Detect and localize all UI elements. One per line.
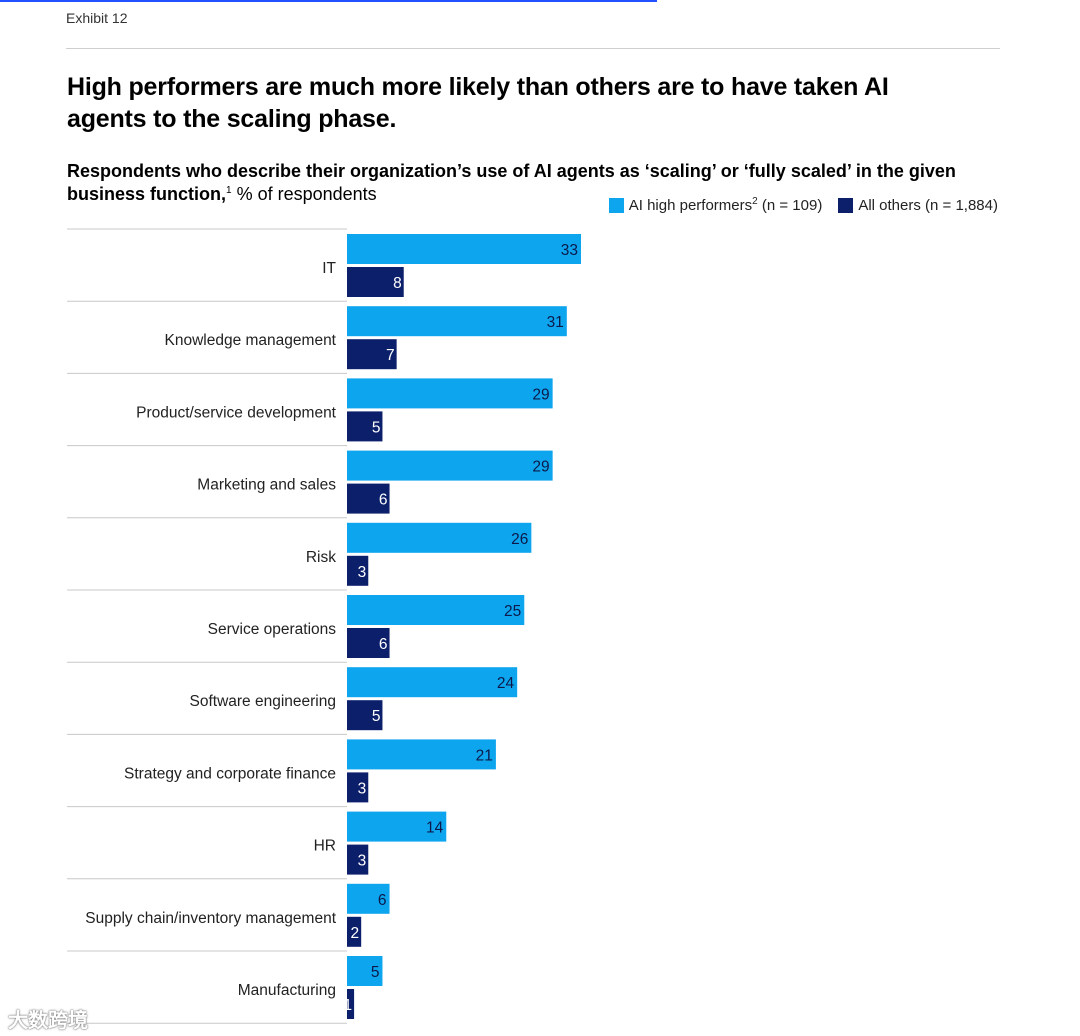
bar-high-performers-risk [347, 522, 532, 553]
watermark: 大数跨境 [8, 1010, 88, 1032]
category-label-knowledge-management: Knowledge management [165, 332, 337, 349]
category-label-supply-chain-inventory-management: Supply chain/inventory management [85, 910, 336, 927]
value-label-high-performers-manufacturing: 5 [371, 964, 380, 981]
bar-all-others-strategy-and-corporate-finance [347, 772, 369, 803]
bar-high-performers-software-engineering [347, 667, 518, 698]
bar-all-others-manufacturing [347, 989, 355, 1019]
bar-high-performers-knowledge-management [347, 306, 567, 337]
bar-all-others-marketing-and-sales [347, 483, 390, 514]
bar-all-others-supply-chain-inventory-management [347, 916, 362, 947]
legend-item-all-others: All others (n = 1,884) [838, 197, 998, 214]
value-label-all-others-hr: 3 [358, 853, 367, 870]
category-label-hr: HR [314, 838, 336, 855]
bar-high-performers-strategy-and-corporate-finance [347, 739, 496, 770]
value-label-high-performers-marketing-and-sales: 29 [532, 459, 549, 476]
category-label-manufacturing: Manufacturing [238, 982, 336, 999]
top-accent-bar [0, 0, 657, 2]
value-label-high-performers-service-operations: 25 [504, 603, 521, 620]
value-label-all-others-service-operations: 6 [379, 636, 388, 653]
category-label-service-operations: Service operations [208, 621, 337, 638]
bar-all-others-software-engineering [347, 700, 383, 731]
category-label-strategy-and-corporate-finance: Strategy and corporate finance [124, 765, 336, 782]
value-label-high-performers-software-engineering: 24 [497, 675, 515, 692]
bar-high-performers-supply-chain-inventory-management [347, 883, 390, 914]
legend-label-high-performers: AI high performers2 (n = 109) [628, 196, 823, 215]
legend-label-all-others: All others (n = 1,884) [858, 197, 998, 214]
legend-swatch-high-performers [608, 198, 624, 213]
chart-title: High performers are much more likely tha… [67, 73, 889, 133]
legend-swatch-all-others [838, 198, 854, 213]
category-label-product-service-development: Product/service development [136, 404, 337, 421]
value-label-high-performers-hr: 14 [426, 820, 444, 837]
bar-high-performers-marketing-and-sales [347, 450, 553, 481]
value-label-all-others-software-engineering: 5 [372, 708, 381, 725]
value-label-all-others-knowledge-management: 7 [386, 347, 395, 364]
bar-all-others-hr [347, 844, 369, 875]
category-label-marketing-and-sales: Marketing and sales [197, 477, 336, 494]
bar-high-performers-service-operations [347, 595, 525, 625]
subtitle-footnote-marker: 1 [226, 185, 232, 196]
value-label-high-performers-knowledge-management: 31 [547, 314, 564, 331]
category-label-it: IT [322, 260, 336, 277]
value-label-all-others-product-service-development: 5 [372, 419, 381, 436]
value-label-all-others-risk: 3 [358, 564, 367, 581]
subtitle-unit: % of respondents [231, 184, 377, 204]
value-label-all-others-marketing-and-sales: 6 [379, 492, 388, 509]
exhibit-label: Exhibit 12 [66, 10, 128, 26]
header-divider [66, 48, 1000, 49]
value-label-high-performers-risk: 26 [511, 531, 528, 548]
bar-all-others-knowledge-management [347, 339, 397, 370]
value-label-high-performers-product-service-development: 29 [532, 386, 549, 403]
legend-item-high-performers: AI high performers2 (n = 109) [608, 196, 823, 215]
bar-all-others-product-service-development [347, 411, 383, 442]
subtitle-main: Respondents who describe their organizat… [67, 161, 956, 204]
value-label-high-performers-supply-chain-inventory-management: 6 [378, 892, 387, 909]
category-label-risk: Risk [306, 549, 336, 566]
bar-high-performers-hr [347, 811, 447, 842]
value-label-high-performers-strategy-and-corporate-finance: 21 [476, 747, 493, 764]
bar-all-others-service-operations [347, 628, 390, 658]
value-label-all-others-supply-chain-inventory-management: 2 [351, 925, 360, 942]
value-label-high-performers-it: 33 [561, 242, 578, 259]
value-label-all-others-strategy-and-corporate-finance: 3 [358, 780, 367, 797]
bar-high-performers-it [347, 234, 581, 264]
bar-all-others-it [347, 267, 404, 297]
value-label-all-others-it: 8 [393, 275, 402, 292]
chart-legend: AI high performers2 (n = 109) All others… [593, 197, 998, 214]
category-label-software-engineering: Software engineering [190, 693, 337, 710]
value-label-all-others-manufacturing: 1 [343, 997, 352, 1014]
bar-all-others-risk [347, 555, 369, 586]
bar-high-performers-product-service-development [347, 378, 553, 409]
bar-high-performers-manufacturing [347, 956, 383, 986]
chart-subtitle: Respondents who describe their organizat… [67, 160, 1007, 206]
